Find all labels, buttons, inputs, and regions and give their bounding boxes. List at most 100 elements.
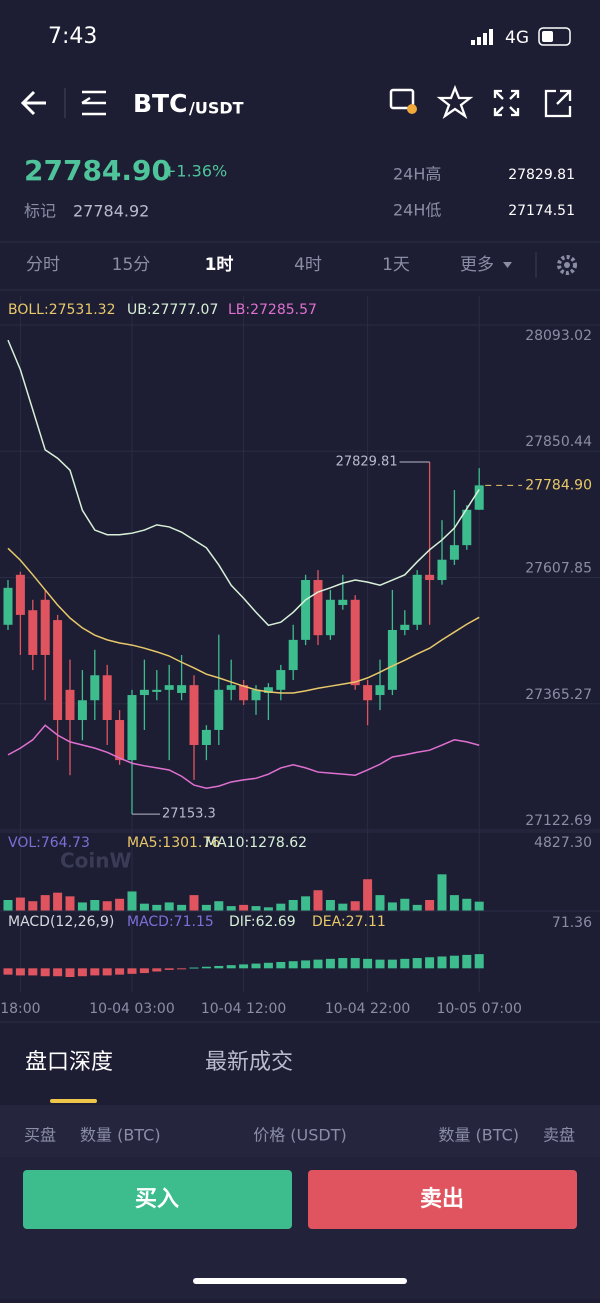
volume-bar bbox=[15, 897, 25, 911]
y-tick-label: 27365.27 bbox=[525, 687, 592, 703]
more-arrow bbox=[503, 262, 512, 268]
volume-bar bbox=[338, 903, 348, 911]
candle-body bbox=[375, 685, 385, 696]
timeframe-tab[interactable]: 15分 bbox=[112, 255, 151, 275]
column-header: 卖盘 bbox=[543, 1126, 575, 1145]
fullscreen-button[interactable] bbox=[493, 89, 520, 117]
network: 4G bbox=[505, 28, 529, 48]
candle-body bbox=[115, 720, 125, 761]
volume-bar bbox=[189, 895, 199, 911]
candle-body bbox=[263, 687, 273, 693]
macd-bar bbox=[387, 959, 397, 969]
candle-body bbox=[90, 675, 100, 701]
candle-body bbox=[387, 629, 397, 690]
volume-bar bbox=[226, 906, 236, 911]
last-price-bg bbox=[525, 475, 597, 496]
candle-body bbox=[65, 689, 75, 721]
trades-tab[interactable]: 最新成交 bbox=[205, 1050, 293, 1075]
volume-bar bbox=[449, 895, 459, 911]
time: 7:43 bbox=[48, 24, 97, 49]
macd-bar bbox=[412, 958, 422, 969]
macd-bar bbox=[139, 968, 149, 974]
candle-body bbox=[152, 689, 162, 692]
candle-body bbox=[449, 545, 459, 560]
column-header: 价格 (USDT) bbox=[253, 1126, 347, 1145]
home-indicator bbox=[193, 1278, 407, 1284]
macd-bar bbox=[102, 968, 112, 976]
volume-bar bbox=[28, 901, 38, 911]
candle-body bbox=[350, 599, 360, 686]
x-tick-label: 10-04 22:00 bbox=[325, 1001, 410, 1017]
macd-bar bbox=[3, 968, 13, 975]
y-tick-label: 27850.44 bbox=[525, 434, 592, 450]
timeframe-tab[interactable]: 分时 bbox=[26, 255, 60, 275]
settings-button-center bbox=[564, 262, 570, 268]
macd-bar bbox=[449, 955, 459, 969]
candle-body bbox=[177, 685, 187, 693]
macd-bar bbox=[226, 965, 236, 969]
x-tick-label: 18:00 bbox=[0, 1001, 40, 1017]
candle-body bbox=[425, 574, 435, 581]
candle-body bbox=[412, 574, 422, 625]
favorite-button[interactable] bbox=[436, 84, 474, 120]
candle-body bbox=[189, 685, 199, 746]
low-value: 27174.51 bbox=[508, 203, 575, 219]
candle-body bbox=[437, 559, 447, 581]
macd-bar bbox=[338, 958, 348, 969]
volume-bar bbox=[474, 901, 484, 911]
candle-body bbox=[288, 639, 298, 671]
timeframe-tab[interactable]: 更多 bbox=[460, 255, 494, 275]
boll-line bbox=[7, 339, 480, 627]
max-label: 27829.81 bbox=[336, 454, 398, 469]
share-button[interactable] bbox=[544, 89, 572, 118]
volume-bar bbox=[425, 900, 435, 911]
volume-bar bbox=[239, 904, 249, 911]
settings-button[interactable] bbox=[557, 255, 577, 275]
pair-quote: /USDT bbox=[189, 99, 244, 118]
macd-bar bbox=[189, 967, 199, 969]
macd-bar bbox=[400, 958, 410, 969]
y-tick-label: 71.36 bbox=[552, 915, 592, 931]
order-book-tab[interactable]: 盘口深度 bbox=[25, 1050, 113, 1075]
back-button[interactable] bbox=[20, 90, 46, 116]
chart-settings-button[interactable] bbox=[389, 88, 417, 114]
last-price-label: 27784.90 bbox=[525, 477, 592, 493]
candle-body bbox=[363, 685, 373, 701]
low-label: 24H低 bbox=[393, 201, 441, 220]
timeframe-tab[interactable]: 1天 bbox=[382, 255, 410, 275]
macd-bar bbox=[325, 958, 335, 969]
column-header: 数量 (BTC) bbox=[80, 1126, 161, 1145]
timeframe-tab[interactable]: 4时 bbox=[294, 255, 322, 275]
volume-bar bbox=[263, 907, 273, 911]
column-header: 买盘 bbox=[24, 1126, 56, 1145]
x-tick-label: 10-04 03:00 bbox=[89, 1001, 174, 1017]
macd-bar bbox=[152, 968, 162, 972]
macd-bar bbox=[90, 968, 100, 976]
candle-body bbox=[474, 485, 484, 510]
volume-bar bbox=[139, 903, 149, 911]
volume-bar bbox=[276, 903, 286, 911]
macd-bar bbox=[53, 968, 63, 977]
buy-button[interactable] bbox=[23, 1170, 292, 1229]
menu-button[interactable] bbox=[81, 90, 106, 116]
candle-body bbox=[400, 624, 410, 630]
candle-body bbox=[214, 689, 224, 730]
volume-bar bbox=[201, 904, 211, 911]
column-header-bg bbox=[0, 1105, 600, 1157]
candle-body bbox=[276, 670, 286, 690]
macd-bar bbox=[288, 961, 298, 969]
min-label: 27153.3 bbox=[162, 807, 216, 822]
candle-body bbox=[325, 599, 335, 636]
indicator-legend: UB:27777.07 bbox=[127, 302, 218, 318]
candle-body bbox=[15, 574, 25, 615]
volume-legend: MA10:1278.62 bbox=[205, 835, 307, 851]
macd-bar bbox=[214, 965, 224, 969]
timeframe-tab[interactable]: 1时 bbox=[205, 255, 234, 275]
candle-body bbox=[139, 689, 149, 696]
sell-button[interactable] bbox=[308, 1170, 577, 1229]
candle-body bbox=[201, 729, 211, 746]
macd-bar bbox=[77, 968, 87, 977]
volume-legend: VOL:764.73 bbox=[8, 835, 90, 851]
